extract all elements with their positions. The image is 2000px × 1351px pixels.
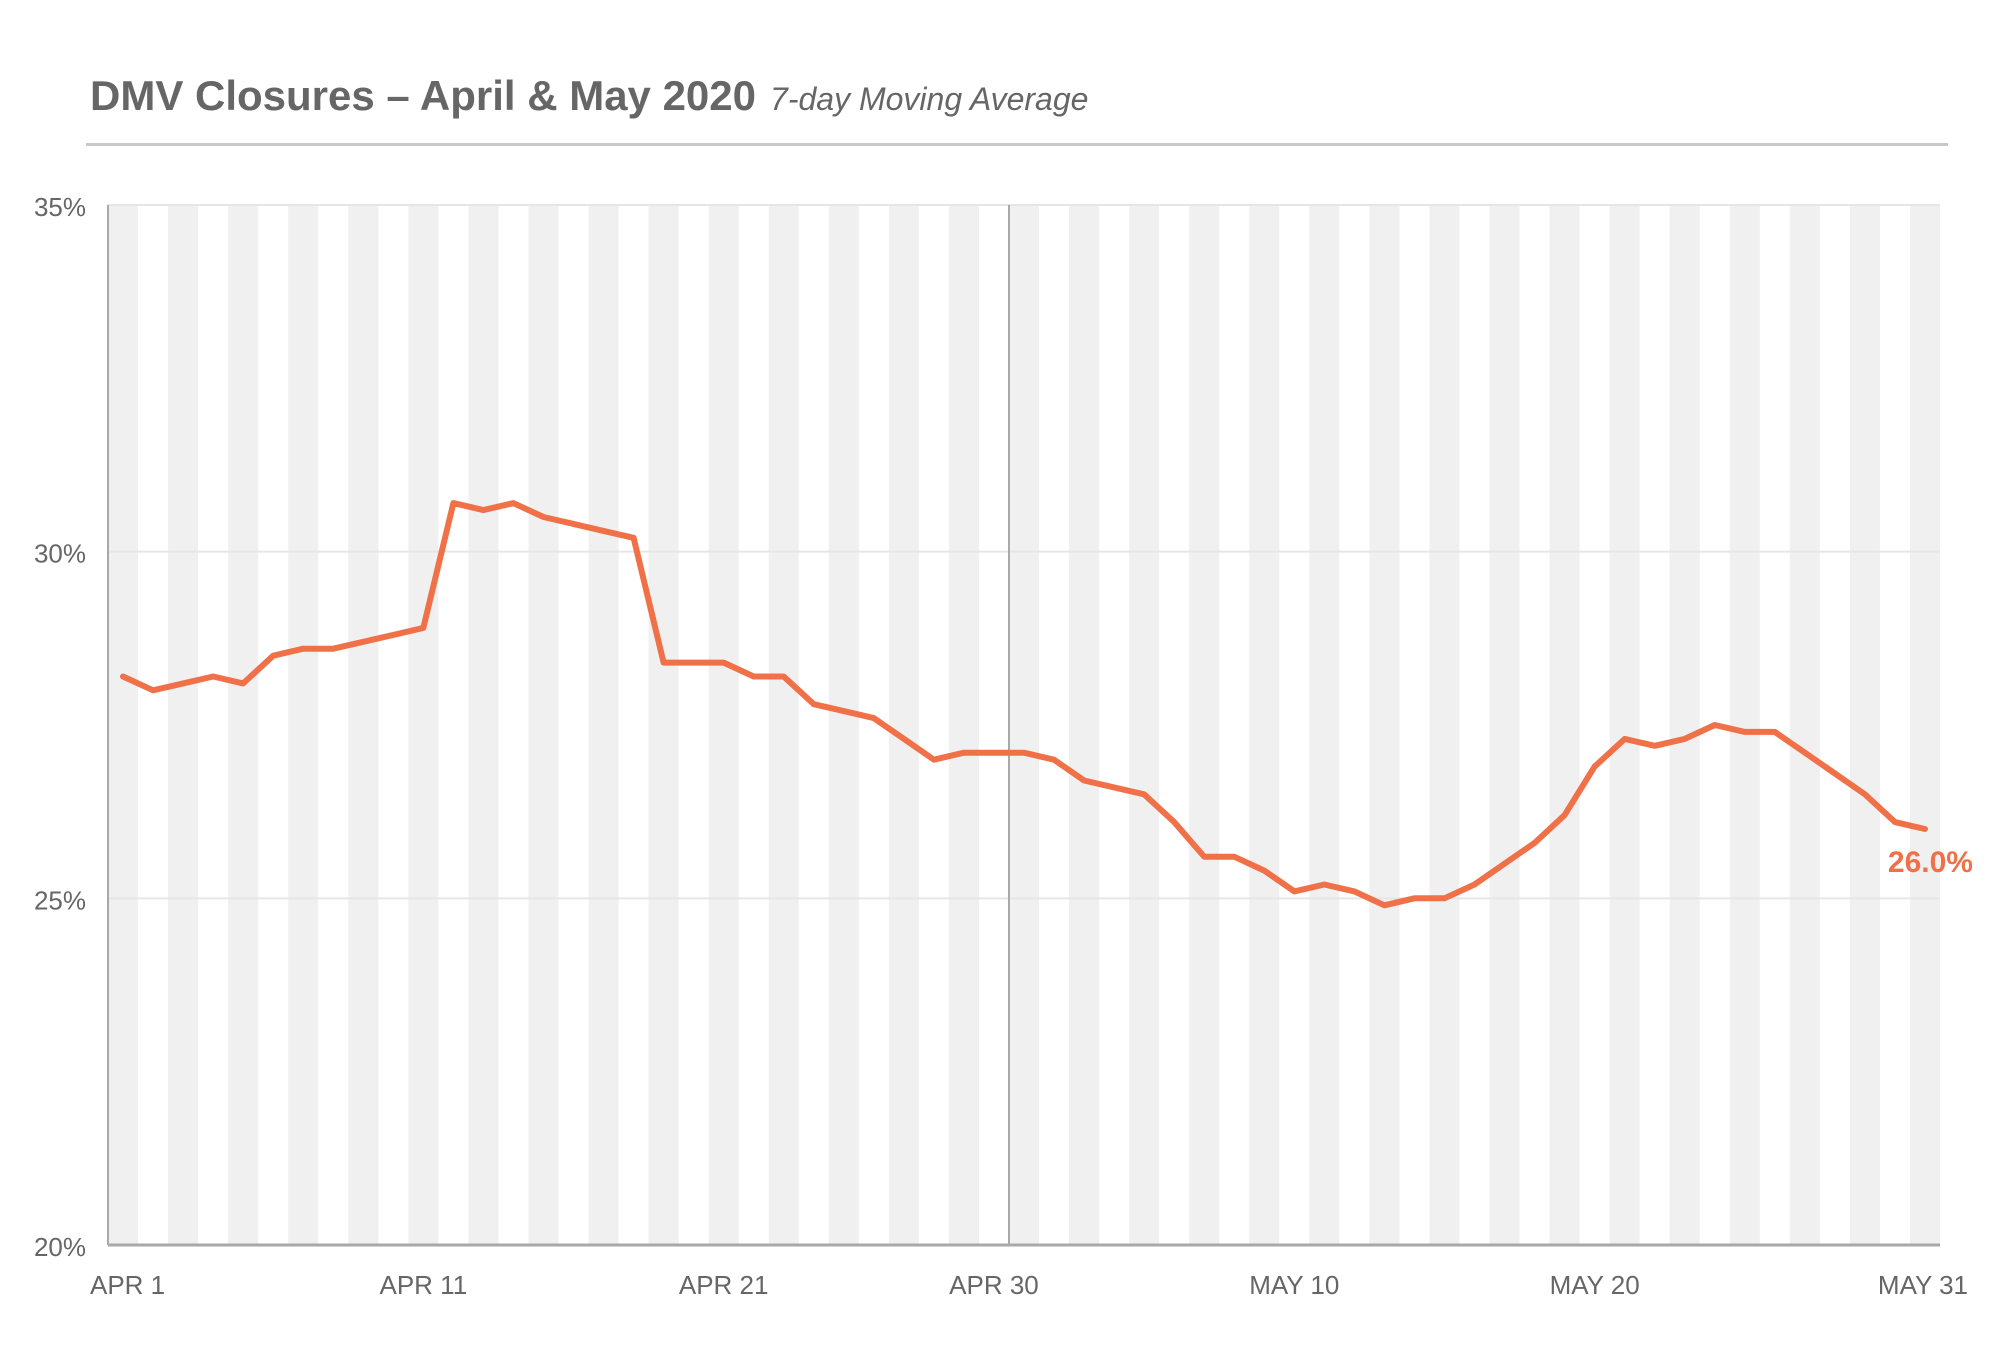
day-band xyxy=(408,205,439,1245)
x-tick-label: MAY 31 xyxy=(1878,1270,1968,1300)
x-tick-label: MAY 20 xyxy=(1550,1270,1640,1300)
day-band xyxy=(1369,205,1400,1245)
day-band xyxy=(1609,205,1640,1245)
day-band xyxy=(1309,205,1340,1245)
chart-subtitle: 7-day Moving Average xyxy=(770,81,1089,117)
day-band xyxy=(1489,205,1520,1245)
title-divider xyxy=(86,143,1948,146)
y-tick-label: 20% xyxy=(34,1232,86,1262)
chart-title: DMV Closures – April & May 2020 7-day Mov… xyxy=(90,72,1088,120)
chart-annotations: 26.0% xyxy=(1888,846,1973,879)
x-tick-label: APR 11 xyxy=(380,1270,468,1300)
chart-series xyxy=(120,500,1928,909)
day-band xyxy=(1789,205,1820,1245)
day-band xyxy=(108,205,139,1245)
x-axis-tick-labels: APR 1 APR 11 APR 21 APR 30 MAY 10 MAY 20 MAY 3… xyxy=(90,1270,1968,1300)
day-band xyxy=(168,205,199,1245)
x-tick-label: MAY 10 xyxy=(1249,1270,1339,1300)
x-tick-label: APR 30 xyxy=(949,1270,1039,1300)
day-band xyxy=(288,205,319,1245)
day-band xyxy=(1008,205,1040,1245)
horizontal-gridlines xyxy=(108,204,1940,900)
day-band xyxy=(588,205,619,1245)
series-line xyxy=(120,500,1928,909)
day-band xyxy=(1669,205,1700,1245)
y-tick-label: 35% xyxy=(34,192,86,222)
day-band xyxy=(828,205,859,1245)
day-band xyxy=(648,205,679,1245)
day-band xyxy=(1729,205,1760,1245)
end-value-label: 26.0% xyxy=(1888,846,1973,879)
day-band xyxy=(1129,205,1160,1245)
day-band xyxy=(948,205,979,1245)
day-band xyxy=(348,205,379,1245)
x-tick-label: APR 21 xyxy=(679,1270,769,1300)
y-axis-tick-labels: 20% 25% 30% 35% xyxy=(34,192,86,1262)
y-tick-label: 30% xyxy=(34,539,86,569)
chart-axes xyxy=(107,205,1940,1247)
day-band xyxy=(1249,205,1280,1245)
day-band xyxy=(1189,205,1220,1245)
day-band xyxy=(1429,205,1460,1245)
day-band xyxy=(528,205,559,1245)
day-band xyxy=(468,205,499,1245)
day-band xyxy=(1849,205,1880,1245)
day-shading-bands xyxy=(108,205,1940,1245)
chart-title-main: DMV Closures – April & May 2020 xyxy=(90,72,757,119)
day-band xyxy=(768,205,799,1245)
day-band xyxy=(888,205,919,1245)
y-tick-label: 25% xyxy=(34,885,86,915)
day-band xyxy=(228,205,259,1245)
x-tick-label: APR 1 xyxy=(90,1270,165,1300)
day-band xyxy=(1549,205,1580,1245)
day-band xyxy=(1069,205,1100,1245)
day-band xyxy=(1909,205,1940,1245)
day-band xyxy=(708,205,739,1245)
